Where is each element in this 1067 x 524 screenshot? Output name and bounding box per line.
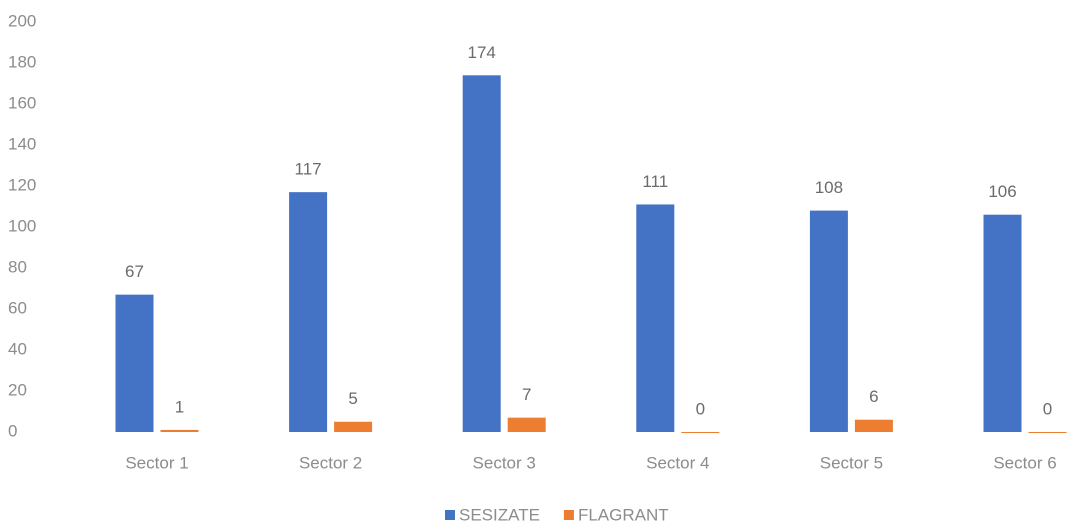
bar xyxy=(289,192,328,432)
data-label: 0 xyxy=(1043,399,1052,418)
bar xyxy=(854,419,893,432)
x-tick-label: Sector 3 xyxy=(473,453,536,472)
x-tick-label: Sector 1 xyxy=(125,453,188,472)
bar xyxy=(462,75,501,433)
bar xyxy=(507,417,546,432)
bar xyxy=(334,421,373,432)
x-tick-label: Sector 2 xyxy=(299,453,362,472)
bar xyxy=(681,432,720,433)
y-tick-label: 40 xyxy=(8,339,27,358)
data-label: 106 xyxy=(988,182,1016,201)
data-label: 0 xyxy=(696,399,705,418)
legend-swatch xyxy=(563,510,574,520)
y-tick-label: 60 xyxy=(8,298,27,317)
bar xyxy=(1028,432,1067,433)
y-tick-label: 20 xyxy=(8,380,27,399)
y-tick-label: 80 xyxy=(8,257,27,276)
data-label: 5 xyxy=(348,389,357,408)
y-tick-label: 0 xyxy=(8,421,17,440)
bar xyxy=(983,214,1022,432)
data-label: 111 xyxy=(642,172,668,191)
data-label: 67 xyxy=(125,262,144,281)
x-tick-label: Sector 5 xyxy=(820,453,883,472)
bar xyxy=(636,204,675,432)
y-tick-label: 180 xyxy=(8,52,36,71)
y-tick-label: 120 xyxy=(8,175,36,194)
x-tick-label: Sector 4 xyxy=(646,453,709,472)
legend-label: FLAGRANT xyxy=(578,505,669,524)
y-tick-label: 140 xyxy=(8,134,36,153)
data-label: 108 xyxy=(815,178,843,197)
bar xyxy=(809,210,848,432)
bar xyxy=(160,429,199,432)
data-label: 6 xyxy=(869,387,878,406)
data-label: 117 xyxy=(295,160,322,179)
data-label: 1 xyxy=(175,397,184,416)
x-tick-label: Sector 6 xyxy=(993,453,1056,472)
bar xyxy=(115,294,154,432)
data-label: 174 xyxy=(468,43,496,62)
legend-label: SESIZATE xyxy=(459,505,540,524)
y-tick-label: 100 xyxy=(8,216,36,235)
y-tick-label: 160 xyxy=(8,93,36,112)
legend-swatch xyxy=(445,510,455,520)
y-tick-label: 200 xyxy=(8,11,36,30)
data-label: 7 xyxy=(522,385,531,404)
